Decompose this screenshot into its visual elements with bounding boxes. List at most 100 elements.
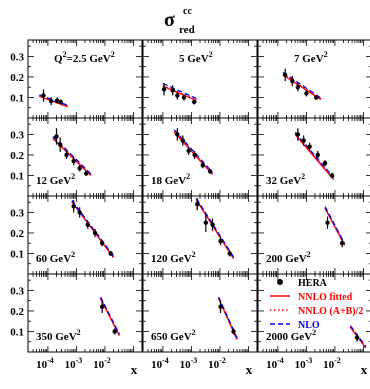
data-point bbox=[48, 98, 54, 104]
avg-curve bbox=[173, 131, 214, 175]
x-axis-label: x bbox=[361, 362, 368, 377]
fitted-curve bbox=[282, 74, 322, 101]
data-point bbox=[329, 173, 335, 178]
y-tick-label: 0.2 bbox=[10, 228, 24, 240]
q2-label: 60 GeV2 bbox=[36, 250, 75, 265]
data-point bbox=[54, 134, 59, 139]
legend-marker bbox=[277, 279, 283, 285]
nlo-curve bbox=[39, 94, 69, 106]
x-axis-label: x bbox=[131, 362, 138, 377]
avg-curve bbox=[324, 207, 346, 246]
data-point bbox=[58, 142, 63, 147]
legend-label: NNLO fitted bbox=[298, 292, 353, 303]
q2-label: 2000 GeV2 bbox=[266, 328, 316, 343]
fitted-curve bbox=[162, 85, 197, 102]
chart-title: σ cc red bbox=[164, 6, 195, 36]
panel-5: 18 GeV2 bbox=[142, 117, 258, 197]
data-point bbox=[54, 98, 60, 103]
panel-12: 2000 GeV2 bbox=[257, 273, 370, 353]
fitted-curve bbox=[294, 133, 335, 181]
q2-label: 200 GeV2 bbox=[266, 250, 311, 265]
y-tick-label: 0.3 bbox=[10, 285, 24, 297]
panel-frame bbox=[257, 39, 370, 119]
nlo-curve bbox=[162, 82, 197, 100]
data-point bbox=[99, 304, 105, 310]
data-point bbox=[64, 152, 69, 158]
data-point bbox=[295, 132, 301, 137]
x-tick-label: 10-4 bbox=[151, 356, 169, 371]
x-tick-label: 10-2 bbox=[93, 356, 111, 371]
panel-9: 200 GeV2 bbox=[257, 195, 370, 275]
legend-label: HERA bbox=[298, 278, 328, 289]
panel-2: 5 GeV2 bbox=[142, 39, 258, 119]
data-point bbox=[180, 138, 186, 143]
title-sigma: σ bbox=[164, 9, 175, 31]
y-tick-label: 0.1 bbox=[10, 92, 24, 104]
data-point bbox=[170, 88, 175, 93]
data-point bbox=[83, 171, 89, 176]
legend-label: NLO bbox=[298, 320, 320, 331]
avg-curve bbox=[99, 297, 121, 336]
q2-label: 5 GeV2 bbox=[179, 50, 213, 65]
data-point bbox=[108, 251, 113, 256]
avg-curve bbox=[294, 133, 335, 180]
data-point bbox=[203, 220, 209, 225]
data-point bbox=[161, 87, 167, 92]
data-point bbox=[282, 72, 288, 78]
data-point bbox=[325, 220, 330, 225]
data-point bbox=[112, 329, 117, 334]
data-point bbox=[92, 230, 98, 236]
panel-frame bbox=[142, 39, 258, 119]
panel-7: 60 GeV2 bbox=[27, 195, 143, 275]
y-tick-label: 0.1 bbox=[10, 170, 24, 182]
data-point bbox=[227, 251, 232, 256]
q2-label: 650 GeV2 bbox=[151, 328, 196, 343]
nlo-curve bbox=[294, 131, 335, 178]
data-point bbox=[207, 169, 213, 174]
y-tick-label: 0.1 bbox=[10, 326, 24, 338]
data-point bbox=[175, 93, 180, 98]
fitted-curve bbox=[195, 199, 235, 259]
x-tick-label: 10-3 bbox=[180, 356, 198, 371]
data-point bbox=[191, 99, 197, 105]
panel-10: 350 GeV2 bbox=[27, 273, 143, 353]
panel-3: 7 GeV2 bbox=[257, 39, 370, 119]
panel-1: Q2=2.5 GeV2 bbox=[27, 39, 143, 119]
x-tick-label: 10-3 bbox=[295, 356, 313, 371]
data-point bbox=[192, 152, 197, 158]
title-subscript: red bbox=[179, 24, 195, 36]
data-point bbox=[231, 329, 236, 334]
nlo-curve bbox=[282, 71, 322, 99]
data-point bbox=[304, 91, 309, 96]
panel-11: 650 GeV2 bbox=[142, 273, 258, 353]
data-point bbox=[301, 138, 306, 143]
data-point bbox=[99, 241, 105, 246]
nlo-curve bbox=[52, 136, 92, 175]
data-point bbox=[77, 210, 82, 215]
data-point bbox=[218, 238, 223, 244]
data-point bbox=[58, 99, 63, 105]
data-point bbox=[181, 95, 187, 100]
legend-label: NNLO (A+B)/2 bbox=[298, 306, 363, 317]
data-point bbox=[322, 160, 328, 166]
x-tick-label: 10-2 bbox=[323, 356, 341, 371]
q2-label: 7 GeV2 bbox=[294, 50, 328, 65]
q2-label: Q2=2.5 GeV2 bbox=[54, 50, 115, 65]
data-point bbox=[290, 78, 295, 84]
y-tick-label: 0.2 bbox=[10, 150, 24, 162]
x-tick-label: 10-2 bbox=[208, 356, 226, 371]
q2-label: 12 GeV2 bbox=[36, 172, 75, 187]
data-point bbox=[218, 304, 223, 310]
data-point bbox=[354, 335, 360, 340]
y-tick-label: 0.3 bbox=[10, 129, 24, 141]
q2-label: 32 GeV2 bbox=[266, 172, 305, 187]
y-tick-label: 0.2 bbox=[10, 72, 24, 84]
q2-label: 350 GeV2 bbox=[36, 328, 81, 343]
nlo-curve bbox=[71, 200, 115, 257]
data-point bbox=[195, 202, 200, 207]
q2-label: 18 GeV2 bbox=[151, 172, 190, 187]
x-tick-label: 10-3 bbox=[65, 356, 83, 371]
nlo-curve bbox=[173, 129, 214, 173]
panel-frame bbox=[27, 39, 143, 119]
